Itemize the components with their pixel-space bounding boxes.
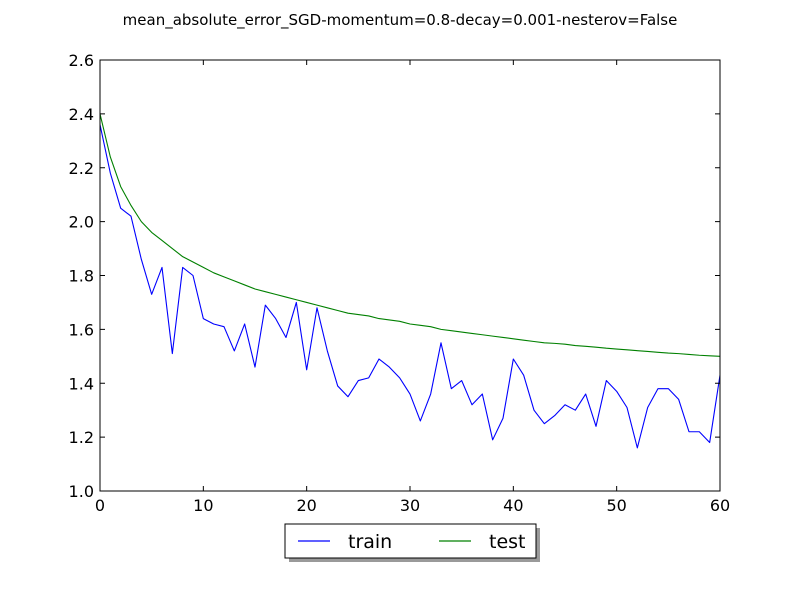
x-tick-label: 60 <box>710 496 730 515</box>
x-tick-label: 50 <box>606 496 626 515</box>
y-tick-label: 2.4 <box>69 105 94 124</box>
x-tick-label: 30 <box>400 496 420 515</box>
y-tick-label: 1.2 <box>69 428 94 447</box>
legend-label-train: train <box>348 531 392 553</box>
series-line-test <box>99 113 721 357</box>
y-tick-label: 1.0 <box>69 482 94 501</box>
y-tick-label: 2.2 <box>69 159 94 178</box>
y-tick-label: 1.8 <box>69 267 94 286</box>
series-layer <box>99 113 721 449</box>
axes-layer: 0 10 20 30 40 50 60 1.0 1.2 1.4 1.6 1.8 2.0 2.2 2.4 2.6 <box>69 51 731 515</box>
x-tick-label: 0 <box>95 496 105 515</box>
y-tick-label: 1.4 <box>69 374 94 393</box>
series-line-train <box>99 124 721 449</box>
legend-items: train test <box>298 531 526 553</box>
x-tick-label: 10 <box>193 496 213 515</box>
y-tick-label: 2.6 <box>69 51 94 70</box>
legend-label-test: test <box>489 531 526 553</box>
chart-title: mean_absolute_error_SGD-momentum=0.8-dec… <box>123 11 678 30</box>
legend: train test <box>284 523 540 562</box>
y-tick-label: 2.0 <box>69 213 94 232</box>
x-tick-label: 20 <box>296 496 316 515</box>
y-tick-label: 1.6 <box>69 320 94 339</box>
x-tick-label: 40 <box>503 496 523 515</box>
